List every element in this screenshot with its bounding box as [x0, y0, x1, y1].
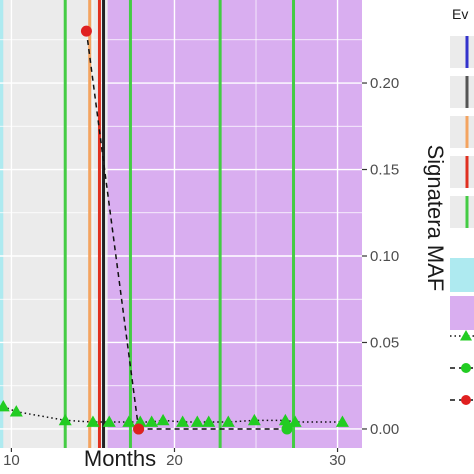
series-0-point-12: [221, 415, 235, 427]
legend-fill-key-1: [450, 296, 474, 330]
x-tick-label-1: 20: [166, 452, 183, 469]
y-tick-label-0: 0.00: [370, 421, 399, 438]
legend-key-bg-2: [450, 116, 474, 148]
legend-key-bg-4: [450, 196, 474, 228]
y-tick-label-4: 0.20: [370, 75, 399, 92]
x-axis-title: Months: [84, 446, 156, 471]
series-0-point-15: [288, 415, 302, 427]
series-1-point-1: [281, 423, 293, 435]
x-tick-label-0: 10: [3, 452, 20, 469]
series-2-point-0: [80, 25, 92, 37]
series-0-point-4: [102, 415, 116, 427]
y-tick-label-3: 0.15: [370, 162, 399, 179]
series-0-point-3: [86, 415, 100, 427]
series-0-point-14: [278, 413, 292, 426]
x-axis: 10 20 30: [3, 448, 346, 469]
series-0-point-2: [58, 413, 72, 426]
series-0-point-13: [247, 413, 261, 426]
legend-key-bg-1: [450, 76, 474, 108]
legend-marker-1: [461, 363, 471, 373]
legend: Ev: [450, 6, 474, 405]
series-0-point-11: [202, 415, 216, 427]
legend-fill-key-0: [450, 258, 474, 292]
y-axis-title: Signatera MAF: [423, 145, 448, 292]
series-0-point-16: [335, 415, 349, 427]
series-0-point-8: [156, 413, 170, 426]
y-tick-label-2: 0.10: [370, 248, 399, 265]
legend-marker-2: [461, 395, 471, 405]
legend-marker-0: [460, 330, 472, 341]
legend-key-bg-3: [450, 156, 474, 188]
shaded-region-0: [0, 0, 4, 448]
y-tick-label-1: 0.05: [370, 334, 399, 351]
series-0-point-9: [176, 415, 190, 427]
event-lines: [63, 0, 296, 448]
gridlines: [0, 0, 362, 448]
y-axis: 0.00 0.05 0.10 0.15 0.20: [362, 75, 399, 438]
x-tick-label-2: 30: [329, 452, 346, 469]
series-0-point-10: [190, 415, 204, 427]
shaded-regions: [0, 0, 363, 448]
series-2-line: [85, 31, 140, 430]
legend-key-bg-0: [450, 36, 474, 68]
series-0-line: [2, 405, 343, 423]
series-2-point-1: [133, 423, 145, 435]
shaded-region-1: [107, 0, 363, 448]
legend-title: Ev: [452, 6, 468, 22]
series-0-point-0: [0, 399, 10, 412]
series-0-point-7: [145, 415, 159, 427]
series-0-point-1: [9, 405, 23, 417]
data-series: [0, 25, 349, 435]
series-0-point-5: [122, 415, 136, 427]
